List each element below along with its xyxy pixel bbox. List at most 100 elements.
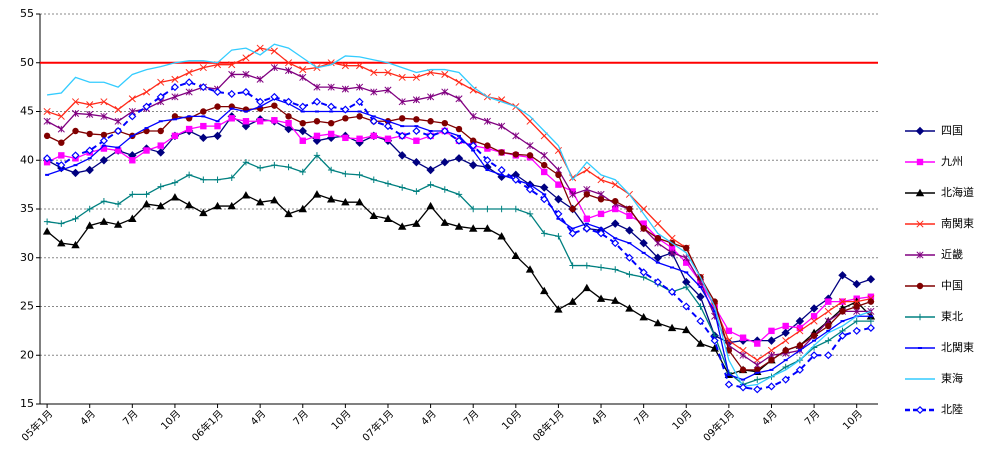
marker [583, 191, 591, 198]
marker [455, 125, 463, 133]
marker [313, 132, 321, 140]
marker [398, 131, 407, 140]
marker [682, 302, 691, 311]
marker [427, 93, 435, 101]
marker [143, 147, 150, 154]
marker [597, 210, 605, 218]
marker [299, 73, 307, 81]
marker [483, 117, 491, 125]
marker [256, 97, 265, 106]
marker [284, 209, 293, 218]
marker [597, 176, 605, 184]
marker [228, 61, 236, 69]
marker [185, 68, 193, 77]
marker [327, 102, 336, 111]
marker [427, 118, 434, 125]
plot-area [40, 14, 878, 404]
marker [129, 191, 136, 198]
marker [200, 108, 207, 115]
marker [72, 127, 79, 135]
marker [370, 132, 377, 140]
marker [213, 201, 222, 210]
marker [583, 215, 591, 222]
marker [114, 126, 123, 136]
marker [540, 286, 549, 295]
marker [100, 145, 108, 152]
marker [271, 161, 278, 169]
marker [809, 304, 819, 313]
marker [128, 214, 137, 222]
marker [242, 54, 250, 62]
marker [852, 326, 861, 335]
marker [568, 229, 577, 238]
marker [412, 96, 420, 104]
marker [455, 78, 463, 86]
marker [825, 337, 832, 344]
marker [470, 205, 477, 213]
marker [867, 293, 875, 300]
legend-marker [916, 158, 924, 166]
marker [612, 266, 619, 273]
marker [413, 137, 420, 144]
marker [185, 125, 193, 133]
marker [383, 214, 393, 222]
x-tick-label: 10月 [670, 408, 695, 433]
marker [342, 134, 349, 142]
marker [497, 165, 506, 175]
marker [668, 287, 677, 296]
marker [256, 75, 264, 83]
marker [384, 180, 392, 187]
marker [796, 342, 804, 349]
marker [327, 130, 335, 138]
marker [113, 220, 123, 228]
x-tick-label: 4月 [248, 408, 268, 428]
marker [754, 366, 761, 374]
marker [569, 205, 576, 213]
marker [810, 351, 819, 360]
marker [540, 195, 549, 204]
marker [739, 351, 747, 359]
marker [540, 151, 548, 159]
marker [696, 339, 705, 347]
marker [683, 244, 690, 252]
marker [625, 304, 634, 312]
marker [128, 95, 136, 103]
x-tick-label: 10月 [329, 408, 354, 433]
marker [555, 233, 562, 240]
marker [653, 253, 663, 262]
marker [795, 365, 804, 374]
marker [853, 298, 861, 306]
marker [696, 317, 705, 326]
y-tick-label: 55 [20, 7, 34, 20]
marker [724, 380, 733, 389]
marker [541, 161, 548, 169]
marker [370, 176, 377, 183]
marker [170, 83, 179, 92]
marker [341, 197, 350, 206]
marker [640, 220, 647, 227]
marker [214, 122, 221, 130]
marker [342, 115, 349, 122]
marker [569, 190, 577, 198]
legend-label: 中国 [941, 279, 963, 292]
marker [867, 298, 875, 305]
marker [512, 205, 520, 213]
legend-marker [915, 188, 925, 197]
x-tick-label: 7月 [632, 408, 652, 428]
marker [668, 244, 676, 252]
marker [285, 113, 292, 120]
legend-marker [915, 126, 925, 136]
marker [214, 103, 221, 110]
marker [767, 382, 776, 391]
y-tick-label: 50 [20, 56, 34, 69]
marker [853, 303, 860, 310]
marker [86, 130, 93, 138]
marker [569, 262, 576, 269]
marker [156, 148, 165, 157]
marker [597, 264, 605, 271]
marker [440, 126, 449, 136]
marker [157, 183, 164, 190]
marker [86, 205, 93, 213]
marker [866, 323, 875, 332]
